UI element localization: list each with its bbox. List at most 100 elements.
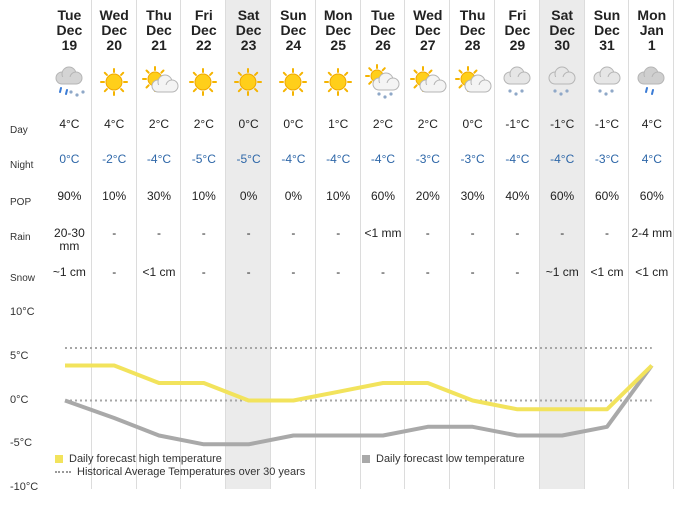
- cell-pop: 40%: [505, 189, 530, 203]
- cell-rain: -: [604, 226, 609, 240]
- column-divider: [270, 0, 271, 489]
- column-divider: [90, 0, 92, 489]
- cell-rain: -: [470, 226, 475, 240]
- day-header-date: 30: [554, 37, 570, 53]
- day-header-mon: Dec: [101, 22, 128, 38]
- cell-pop: 10%: [102, 189, 127, 203]
- cell-day: 0°C: [462, 117, 483, 131]
- cell-rain: -: [246, 226, 251, 240]
- cell-snow: <1 cm: [635, 265, 669, 279]
- day-header: Sat Dec 30: [540, 8, 585, 53]
- cell-snow: <1 cm: [142, 265, 176, 279]
- day-header: Sun Dec 31: [585, 8, 630, 53]
- y-tick-label: -10°C: [10, 481, 39, 493]
- cell-night: -3°C: [415, 152, 440, 166]
- cell-day: 2°C: [417, 117, 438, 131]
- sun-cloud-icon: [405, 64, 450, 100]
- column-divider: [583, 0, 585, 489]
- day-header-mon: Dec: [235, 22, 262, 38]
- cloud-snow-icon: [495, 64, 540, 100]
- day-header-mon: Dec: [414, 22, 441, 38]
- legend-low: Daily forecast low temperature: [362, 453, 525, 465]
- day-header: Thu Dec 21: [137, 8, 182, 53]
- cell-rain: 20-30 mm: [54, 226, 85, 253]
- day-header-mon: Dec: [549, 22, 576, 38]
- day-header-mon: Dec: [370, 22, 396, 38]
- cell-day: 0°C: [238, 117, 259, 131]
- legend-high: Daily forecast high temperature: [55, 453, 222, 465]
- column-divider: [628, 0, 630, 489]
- sun-cloud-icon: [450, 64, 495, 100]
- cell-day: 1°C: [328, 117, 349, 131]
- day-header-date: 28: [464, 37, 481, 53]
- cell-night: -4°C: [146, 152, 172, 166]
- day-header-date: 29: [509, 37, 526, 53]
- cloud-snow-icon: [585, 64, 630, 100]
- legend-avg-swatch: [55, 471, 71, 474]
- cloud-snow-icon: [540, 64, 585, 100]
- column-divider: [225, 0, 227, 489]
- day-header-dow: Mon: [323, 7, 353, 23]
- sun-icon: [92, 64, 137, 100]
- day-header: Mon Jan 1: [629, 8, 674, 53]
- cell-pop: 30%: [146, 189, 171, 203]
- cell-snow: -: [246, 265, 251, 279]
- column-divider: [404, 0, 406, 489]
- cell-snow: ~1 cm: [545, 265, 579, 279]
- cell-snow: -: [425, 265, 430, 279]
- cell-pop: 60%: [594, 189, 619, 203]
- legend-avg: Historical Average Temperatures over 30 …: [55, 466, 305, 478]
- day-header-date: 31: [599, 37, 615, 53]
- cell-day: -1°C: [550, 117, 575, 131]
- day-header: Wed Dec 27: [405, 8, 450, 53]
- cell-snow: -: [291, 265, 296, 279]
- cell-snow: ~1 cm: [52, 265, 86, 279]
- column-divider: [359, 0, 361, 489]
- day-header-dow: Thu: [459, 7, 486, 23]
- cell-snow: -: [112, 265, 117, 279]
- sun-icon: [181, 64, 226, 100]
- cell-pop: 0%: [239, 189, 258, 203]
- cell-day: -1°C: [594, 117, 620, 131]
- day-header-dow: Thu: [146, 7, 172, 23]
- day-header-dow: Wed: [413, 7, 443, 23]
- legend-high-swatch: [55, 455, 63, 464]
- cell-pop: 90%: [57, 189, 82, 203]
- legend-high-label: Daily forecast high temperature: [69, 453, 222, 465]
- day-header: Sun Dec 24: [271, 8, 316, 53]
- day-header-mon: Dec: [325, 22, 352, 38]
- cell-day: 0°C: [283, 117, 304, 131]
- day-header-mon: Dec: [146, 22, 172, 38]
- row-label-day: Day: [10, 125, 28, 136]
- day-header-date: 20: [106, 37, 122, 53]
- day-header-dow: Mon: [637, 7, 667, 23]
- day-header-mon: Dec: [594, 22, 620, 38]
- cell-night: -4°C: [281, 152, 306, 166]
- cell-day: 4°C: [641, 117, 662, 131]
- cell-pop: 10%: [326, 189, 351, 203]
- sun-icon: [271, 64, 316, 100]
- sun-icon: [316, 64, 361, 100]
- cloud-rain-icon: [629, 64, 674, 100]
- day-header-dow: Sat: [237, 7, 260, 23]
- cell-day: -1°C: [505, 117, 530, 131]
- cell-pop: 60%: [550, 189, 575, 203]
- day-header-dow: Sat: [551, 7, 574, 23]
- day-header-mon: Dec: [56, 22, 83, 38]
- forecast-high-line: [65, 363, 654, 412]
- day-header-dow: Tue: [371, 7, 395, 23]
- cell-snow: <1 cm: [590, 265, 624, 279]
- day-header-date: 26: [375, 37, 391, 53]
- cell-rain: -: [156, 226, 161, 240]
- day-header-date: 22: [196, 37, 212, 53]
- day-header-date: 1: [647, 37, 656, 53]
- column-divider: [449, 0, 451, 489]
- cell-night: 4°C: [641, 152, 662, 166]
- column-divider: [673, 0, 675, 489]
- cell-night: -4°C: [370, 152, 396, 166]
- column-divider: [180, 0, 182, 489]
- cell-night: -4°C: [505, 152, 530, 166]
- row-label-pop: POP: [10, 197, 32, 208]
- row-label-rain: Rain: [10, 232, 31, 243]
